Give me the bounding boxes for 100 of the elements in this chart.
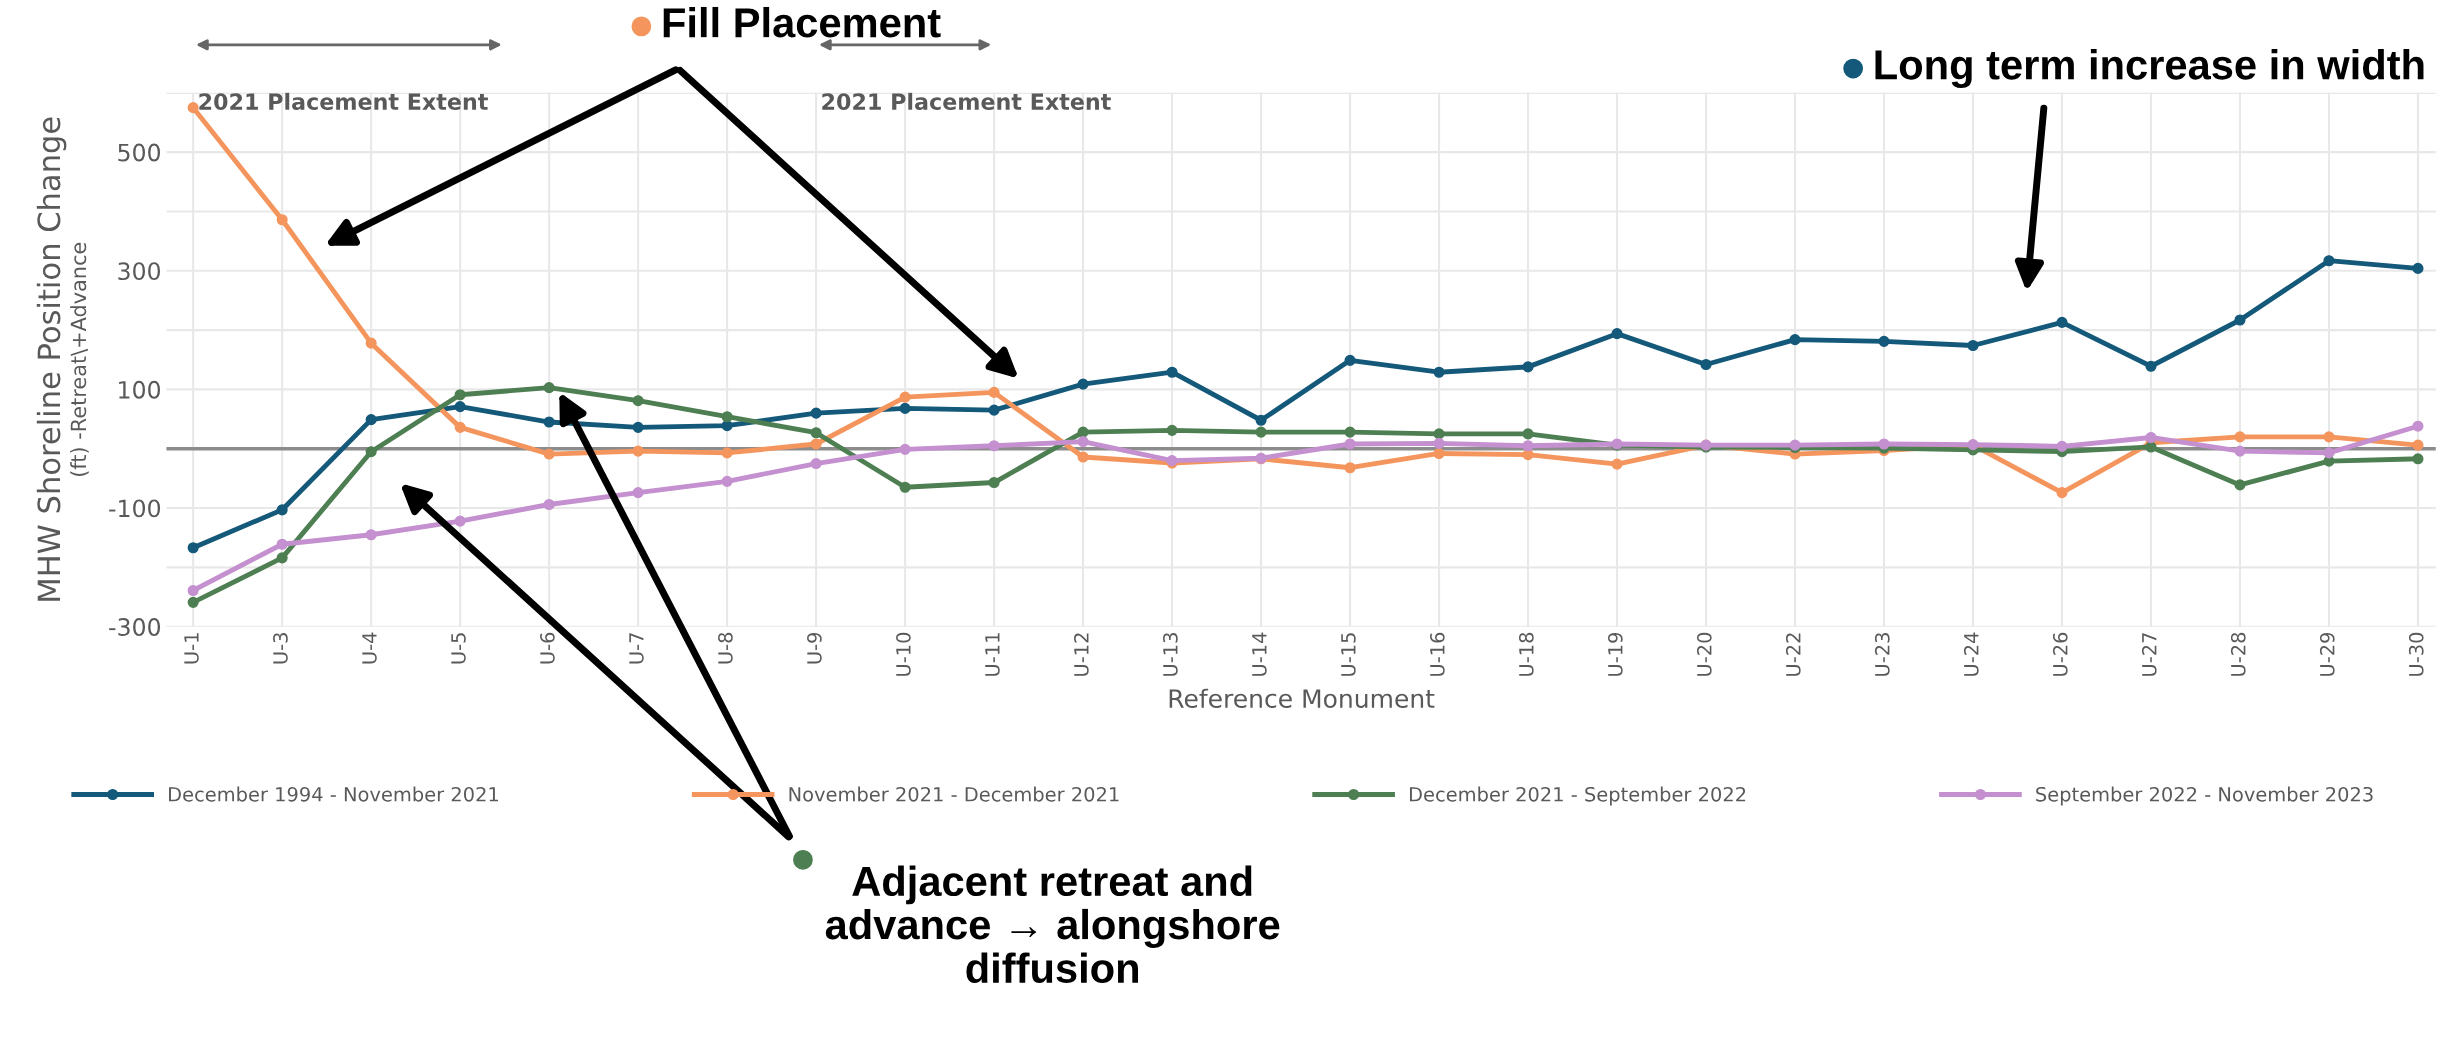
point: [1433, 366, 1445, 378]
point: [2412, 262, 2424, 274]
point: [2412, 439, 2424, 451]
x-tick-label: U-27: [2141, 633, 2157, 676]
point: [1878, 335, 1890, 347]
point: [721, 447, 733, 459]
point: [1255, 426, 1267, 438]
point: [365, 529, 377, 541]
point: [276, 214, 288, 226]
point: [2234, 431, 2246, 443]
x-tick-label: U-23: [1874, 633, 1890, 676]
point: [2234, 314, 2246, 326]
point: [899, 481, 911, 493]
annotation: 2021 Placement Extent: [822, 92, 1111, 111]
point: [454, 389, 466, 401]
point: [2056, 487, 2068, 499]
point: [1344, 462, 1356, 474]
point: [1433, 428, 1445, 440]
x-tick-label: U-9: [807, 632, 822, 664]
x-tick-label: U-20: [1696, 632, 1712, 676]
point: [1077, 436, 1089, 448]
annotation: 2021 Placement Extent: [199, 92, 488, 111]
point: [365, 337, 377, 349]
point: [187, 596, 199, 608]
point: [899, 402, 911, 414]
legend-label: December 2021 - September 2022: [1409, 786, 1746, 806]
legend-label: September 2022 - November 2023: [2036, 786, 2373, 806]
point: [1611, 328, 1623, 340]
point: [1077, 451, 1089, 463]
point: [899, 443, 911, 455]
x-tick-label: U-4: [362, 632, 377, 664]
x-tick-label: U-28: [2230, 632, 2246, 676]
y-tick-label: 300: [118, 262, 161, 281]
point: [454, 515, 466, 527]
point: [632, 395, 644, 407]
point: [1522, 428, 1534, 440]
point: [1344, 438, 1356, 450]
x-tick-label: U-6: [540, 632, 555, 664]
point: [276, 538, 288, 550]
point: [2323, 431, 2335, 443]
y-tick-label: 500: [118, 143, 161, 162]
point: [2323, 447, 2335, 459]
point: [1166, 424, 1178, 436]
point: [454, 421, 466, 433]
y-tick-label: -100: [109, 499, 161, 518]
x-tick-label: U-22: [1785, 633, 1801, 676]
point: [543, 382, 555, 394]
point: [365, 446, 377, 458]
point: [1522, 440, 1534, 452]
x-tick-label: U-8: [718, 632, 733, 664]
x-tick-label: U-10: [896, 632, 911, 676]
text: Long term increase in width: [1875, 49, 2424, 89]
point: [1700, 358, 1712, 371]
text: (ft) -Retreat\+Advance: [70, 242, 89, 476]
point: [543, 448, 555, 460]
point: [187, 542, 199, 554]
point: [899, 391, 911, 403]
x-tick-label: U-24: [1963, 632, 1979, 676]
point: [2056, 316, 2068, 328]
point: [543, 416, 555, 428]
point: [2234, 445, 2246, 457]
legend-label: December 1994 - November 2021: [169, 786, 499, 802]
point: [187, 584, 199, 597]
x-tick-label: U-5: [451, 633, 466, 664]
text: Fill Placement: [663, 6, 941, 38]
point: [810, 438, 822, 450]
point: [1878, 438, 1890, 450]
point: [988, 440, 1000, 452]
point: [1077, 378, 1089, 390]
point: [1344, 426, 1356, 438]
y-tick-label: -300: [109, 618, 161, 636]
point: [988, 386, 1000, 398]
point: [1789, 334, 1801, 346]
point: [1077, 426, 1089, 438]
x-tick-label: U-14: [1252, 632, 1267, 676]
x-tick-label: U-15: [1341, 633, 1356, 676]
x-tick-label: U-3: [273, 633, 288, 664]
x-tick-label: U-7: [629, 633, 644, 664]
point: [2234, 479, 2246, 491]
point: [1522, 361, 1534, 373]
point: [1433, 447, 1445, 460]
x-tick-label: U-30: [2408, 632, 2424, 676]
legend-label: November 2021 - December 2021: [789, 786, 1119, 802]
x-tick-label: U-11: [985, 633, 1000, 676]
point: [454, 401, 466, 413]
x-tick-label: U-12: [1074, 633, 1089, 676]
x-tick-label: U-29: [2319, 632, 2335, 676]
x-tick-label: U-13: [1163, 633, 1178, 676]
point: [810, 457, 822, 470]
point: [365, 414, 377, 426]
point: [1611, 458, 1623, 470]
x-tick-label: U-16: [1429, 632, 1445, 676]
point: [988, 476, 1000, 489]
x-tick-label: U-1: [184, 633, 199, 664]
point: [1255, 414, 1267, 426]
point: [810, 427, 822, 439]
point: [2323, 255, 2335, 267]
point: [988, 404, 1000, 416]
point: [1967, 339, 1979, 352]
point: [276, 504, 288, 516]
